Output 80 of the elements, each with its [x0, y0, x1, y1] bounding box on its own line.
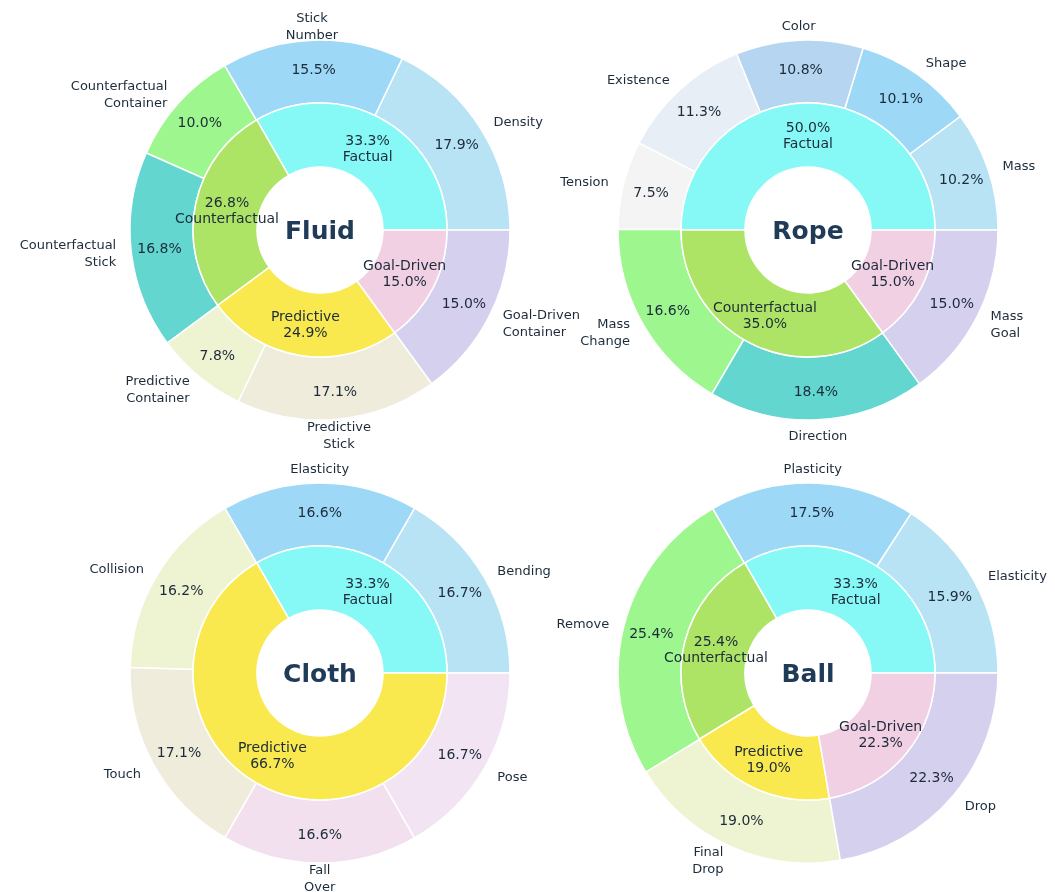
slice-label: Elasticity	[290, 461, 350, 476]
data-label: 35.0%	[742, 314, 788, 331]
slice-label: Shape	[925, 55, 967, 71]
data-label: 16.8%	[137, 239, 182, 256]
slice-label: Stick Number	[285, 9, 339, 42]
data-label: 19.0%	[746, 759, 791, 776]
data-label: 16.6%	[297, 503, 342, 520]
data-label: 25.4%	[629, 625, 674, 642]
slice-label: Predictive	[270, 307, 340, 324]
slice-label: Counterfactual Stick	[19, 236, 117, 269]
data-label: 10.0%	[177, 114, 223, 131]
data-label: 15.0%	[929, 295, 975, 312]
slice-label: Predictive	[734, 743, 804, 760]
slice-label: Fall Over	[304, 862, 336, 892]
data-label: 66.7%	[250, 755, 295, 772]
data-label: 33.3%	[345, 131, 390, 148]
data-label: 7.8%	[199, 346, 236, 363]
slice-label: Predictive Stick	[306, 418, 371, 451]
data-label: 33.3%	[345, 574, 390, 591]
slice-label: Color	[781, 18, 817, 34]
slice-label: Factual	[783, 135, 833, 151]
data-label: 17.1%	[312, 382, 358, 399]
data-label: 26.8%	[204, 194, 250, 211]
text: Ball	[781, 659, 835, 688]
slice-label: Counterfactual Container	[70, 77, 169, 110]
data-label: 25.4%	[693, 633, 739, 650]
data-label: 16.6%	[645, 302, 690, 319]
slice-label: Direction	[788, 427, 848, 443]
slice-label: Predictive Container	[125, 372, 191, 405]
slice-label: Tension	[559, 174, 609, 190]
data-label: 7.5%	[633, 183, 669, 200]
data-label: 15.9%	[927, 587, 973, 604]
data-label: 22.3%	[909, 769, 954, 786]
data-label: 15.0%	[382, 273, 427, 290]
data-label: 17.1%	[156, 743, 202, 760]
data-label: 33.3%	[833, 574, 878, 591]
data-label: 24.9%	[283, 323, 328, 340]
data-label: 10.8%	[778, 60, 823, 77]
data-label: 16.6%	[297, 826, 342, 843]
slice-label: Mass	[1002, 158, 1036, 174]
data-label: 15.0%	[441, 295, 487, 312]
slice-label: Goal-Driven	[851, 257, 935, 274]
slice-label: Goal-Driven Container	[502, 307, 580, 340]
slice-label: Predictive	[237, 739, 307, 756]
slice-label: Elasticity	[988, 567, 1048, 583]
data-label: 10.1%	[878, 89, 923, 106]
data-label: 16.7%	[437, 745, 482, 762]
slice-label: Goal-Driven	[839, 718, 923, 735]
data-label: 16.7%	[437, 584, 482, 601]
slice-label: Final Drop	[692, 844, 724, 877]
slice-label: Touch	[102, 765, 142, 781]
slice-label: Factual	[342, 590, 393, 607]
slice-label: Plasticity	[783, 461, 843, 477]
slice-label: Goal-Driven	[363, 257, 447, 274]
slice-label: Mass Change	[580, 316, 631, 349]
slice-label: Drop	[964, 798, 997, 814]
slice-label: Bending	[497, 563, 551, 579]
text: Fluid	[285, 216, 355, 245]
slice-label: Density	[493, 113, 544, 129]
data-label: 15.5%	[291, 60, 336, 77]
slice-label: Existence	[606, 71, 670, 87]
data-label: 10.2%	[939, 171, 984, 188]
slice-label: Factual	[830, 590, 881, 607]
text: Cloth	[283, 659, 357, 688]
slice-label: Remove	[556, 615, 610, 631]
data-label: 11.3%	[676, 102, 722, 119]
data-label: 17.5%	[789, 503, 835, 520]
data-label: 15.0%	[870, 273, 915, 290]
text: Rope	[772, 216, 844, 245]
slice-label: Factual	[342, 147, 393, 164]
data-label: 17.9%	[434, 135, 479, 152]
data-label: 19.0%	[719, 812, 764, 829]
slice-label: Pose	[497, 768, 528, 784]
slice-label: Counterfactual	[712, 298, 817, 315]
data-label: 22.3%	[858, 734, 903, 751]
data-label: 18.4%	[793, 383, 839, 400]
data-label: 50.0%	[785, 119, 831, 135]
slice-label: Collision	[89, 561, 144, 576]
slice-label: Mass Goal	[990, 307, 1024, 340]
data-label: 16.2%	[159, 582, 204, 599]
